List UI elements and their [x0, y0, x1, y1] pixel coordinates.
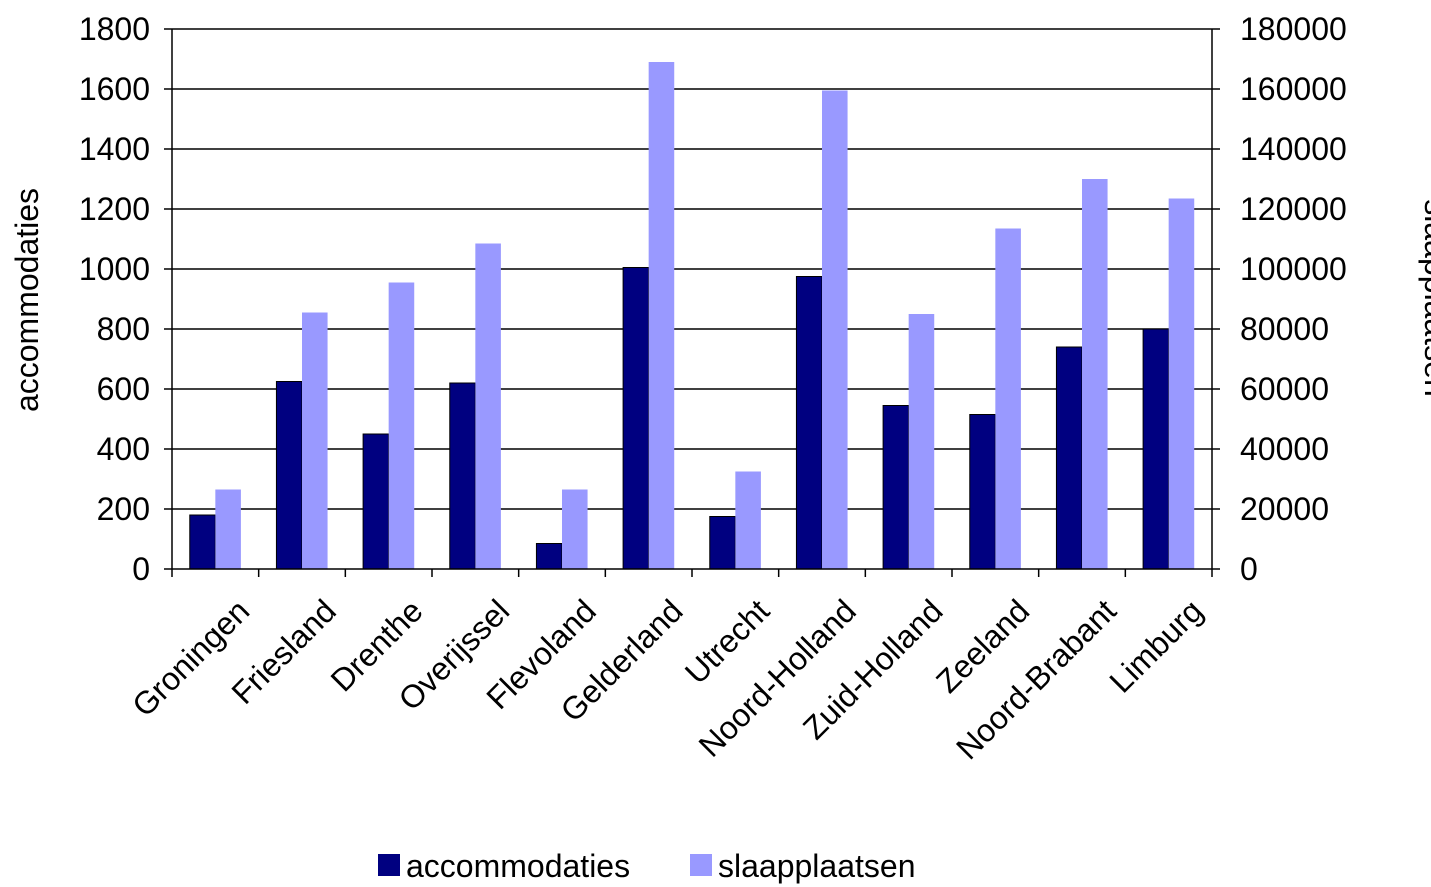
x-category-label: Groningen [125, 592, 256, 723]
bar-accommodaties [1142, 328, 1170, 570]
bar-slaapplaatsen [1082, 179, 1108, 569]
y-left-tick-label: 200 [97, 491, 150, 527]
bar-accommodaties [362, 433, 390, 570]
y-left-tick-label: 1000 [79, 251, 150, 287]
bar-slaapplaatsen [1168, 198, 1195, 569]
bar-accommodaties [795, 276, 823, 570]
legend: accommodaties slaapplaatsen [378, 848, 915, 884]
y-axis-left-ticks: 0 200 400 600 800 1000 1200 1400 1600 1800 [79, 11, 150, 587]
bar-slaapplaatsen [475, 243, 501, 569]
bar-accommodaties [969, 414, 996, 570]
y-axis-right-title: slaapplaatsen [1418, 199, 1431, 396]
bar-slaapplaatsen [908, 314, 935, 569]
y-axis-left-title: accommodaties [9, 188, 45, 412]
y-left-tick-label: 1200 [79, 191, 150, 227]
y-left-tick-label: 1800 [79, 11, 150, 47]
bar-slaapplaatsen [735, 471, 761, 569]
bar-slaapplaatsen [302, 312, 328, 569]
y-right-tick-label: 180000 [1240, 11, 1347, 47]
y-left-tick-label: 800 [97, 311, 150, 347]
bar-accommodaties [275, 381, 303, 570]
y-left-tick-label: 600 [97, 371, 150, 407]
y-left-tick-label: 1600 [79, 71, 150, 107]
y-left-tick-label: 1400 [79, 131, 150, 167]
bar-accommodaties [449, 382, 476, 570]
y-right-tick-label: 120000 [1240, 191, 1347, 227]
bars [189, 62, 1195, 570]
x-category-label: Limburg [1102, 592, 1209, 699]
bar-accommodaties [709, 516, 736, 570]
bar-slaapplaatsen [995, 228, 1021, 569]
bar-slaapplaatsen [822, 90, 848, 569]
legend-label-accommodaties: accommodaties [406, 848, 630, 884]
legend-swatch-slaapplaatsen [690, 854, 712, 876]
y-left-tick-label: 400 [97, 431, 150, 467]
gridlines [172, 28, 1212, 510]
y-right-tick-label: 100000 [1240, 251, 1347, 287]
bar-accommodaties [882, 405, 910, 570]
bar-slaapplaatsen [388, 282, 415, 569]
bar-accommodaties [535, 543, 563, 570]
y-right-tick-label: 80000 [1240, 311, 1329, 347]
y-right-tick-label: 40000 [1240, 431, 1329, 467]
bar-slaapplaatsen [648, 62, 675, 569]
y-right-tick-label: 60000 [1240, 371, 1329, 407]
x-category-label: Noord-Brabant [949, 592, 1123, 766]
x-axis-categories: GroningenFrieslandDrentheOverijsselFlevo… [125, 592, 1209, 766]
legend-label-slaapplaatsen: slaapplaatsen [718, 848, 915, 884]
bar-slaapplaatsen [215, 489, 241, 569]
y-left-tick-label: 0 [132, 551, 150, 587]
y-right-tick-label: 0 [1240, 551, 1258, 587]
bar-accommodaties [189, 514, 216, 570]
y-right-tick-label: 20000 [1240, 491, 1329, 527]
y-right-tick-label: 140000 [1240, 131, 1347, 167]
y-axis-right-ticks: 0 20000 40000 60000 80000 100000 120000 140000 1… [1240, 11, 1347, 587]
bar-slaapplaatsen [562, 489, 588, 569]
axes [164, 28, 1220, 577]
y-right-tick-label: 160000 [1240, 71, 1347, 107]
bar-accommodaties [622, 267, 650, 570]
bar-accommodaties [1055, 346, 1083, 570]
legend-swatch-accommodaties [378, 854, 400, 876]
